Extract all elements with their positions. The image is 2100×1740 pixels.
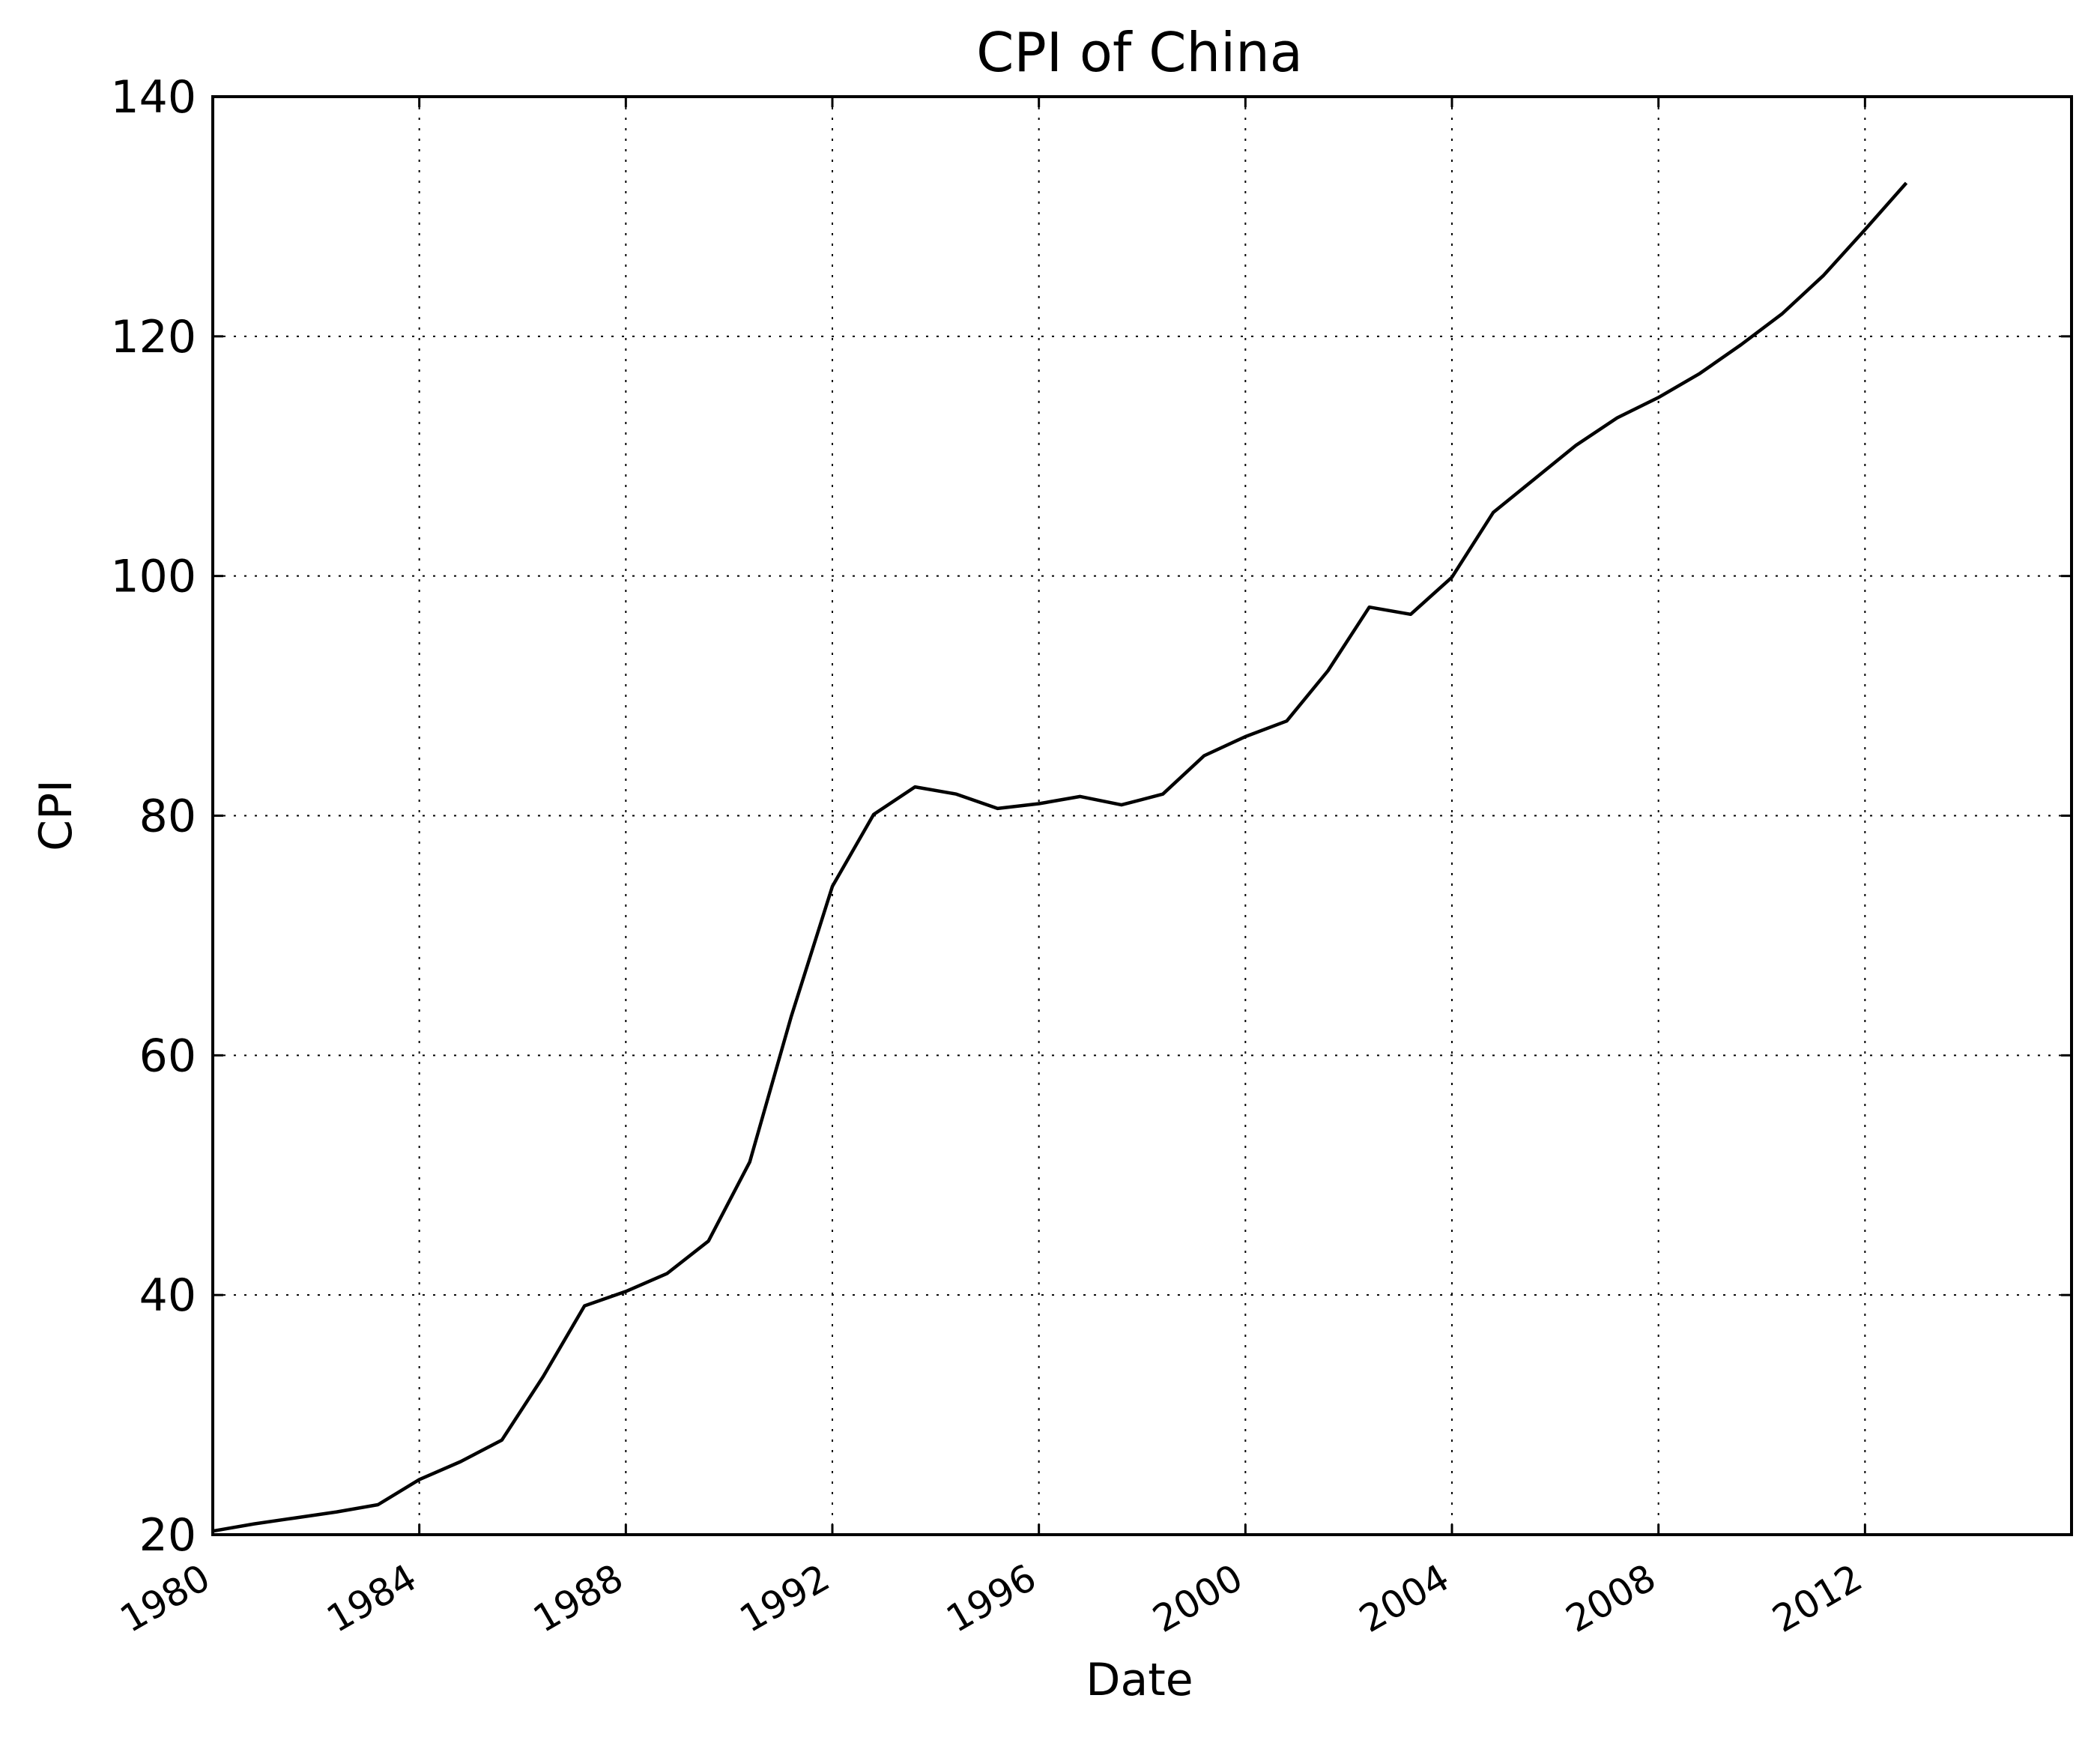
x-tick-label: 2000 — [1146, 1556, 1250, 1641]
y-tick-label: 20 — [139, 1509, 196, 1562]
x-tick-label: 2012 — [1765, 1556, 1869, 1641]
plot-frame — [211, 95, 2073, 1536]
x-tick-label: 2008 — [1558, 1556, 1662, 1641]
tick-layer: 20 40 60 80 100 120 140 1980 1984 1988 1992 1996 200… — [110, 71, 2072, 1641]
chart-title: CPI of China — [976, 21, 1303, 84]
x-tick-label: 1988 — [526, 1556, 630, 1641]
grid-layer — [213, 97, 2072, 1535]
x-tick-label: 1996 — [939, 1556, 1043, 1641]
y-tick-label: 40 — [139, 1269, 196, 1322]
y-axis-label: CPI — [30, 779, 82, 851]
y-tick-label: 120 — [110, 311, 196, 363]
y-tick-label: 60 — [139, 1030, 196, 1082]
y-tick-label: 140 — [110, 71, 196, 124]
y-tick-label: 80 — [139, 791, 196, 843]
series-layer — [212, 181, 1908, 1533]
x-tick-label: 1980 — [113, 1556, 217, 1641]
x-tick-label: 2004 — [1352, 1556, 1456, 1641]
y-tick-label: 100 — [110, 551, 196, 603]
x-tick-label: 1984 — [319, 1556, 423, 1641]
x-tick-label: 1992 — [733, 1556, 837, 1641]
x-axis-label: Date — [1086, 1654, 1193, 1706]
cpi-series-line — [212, 181, 1908, 1533]
